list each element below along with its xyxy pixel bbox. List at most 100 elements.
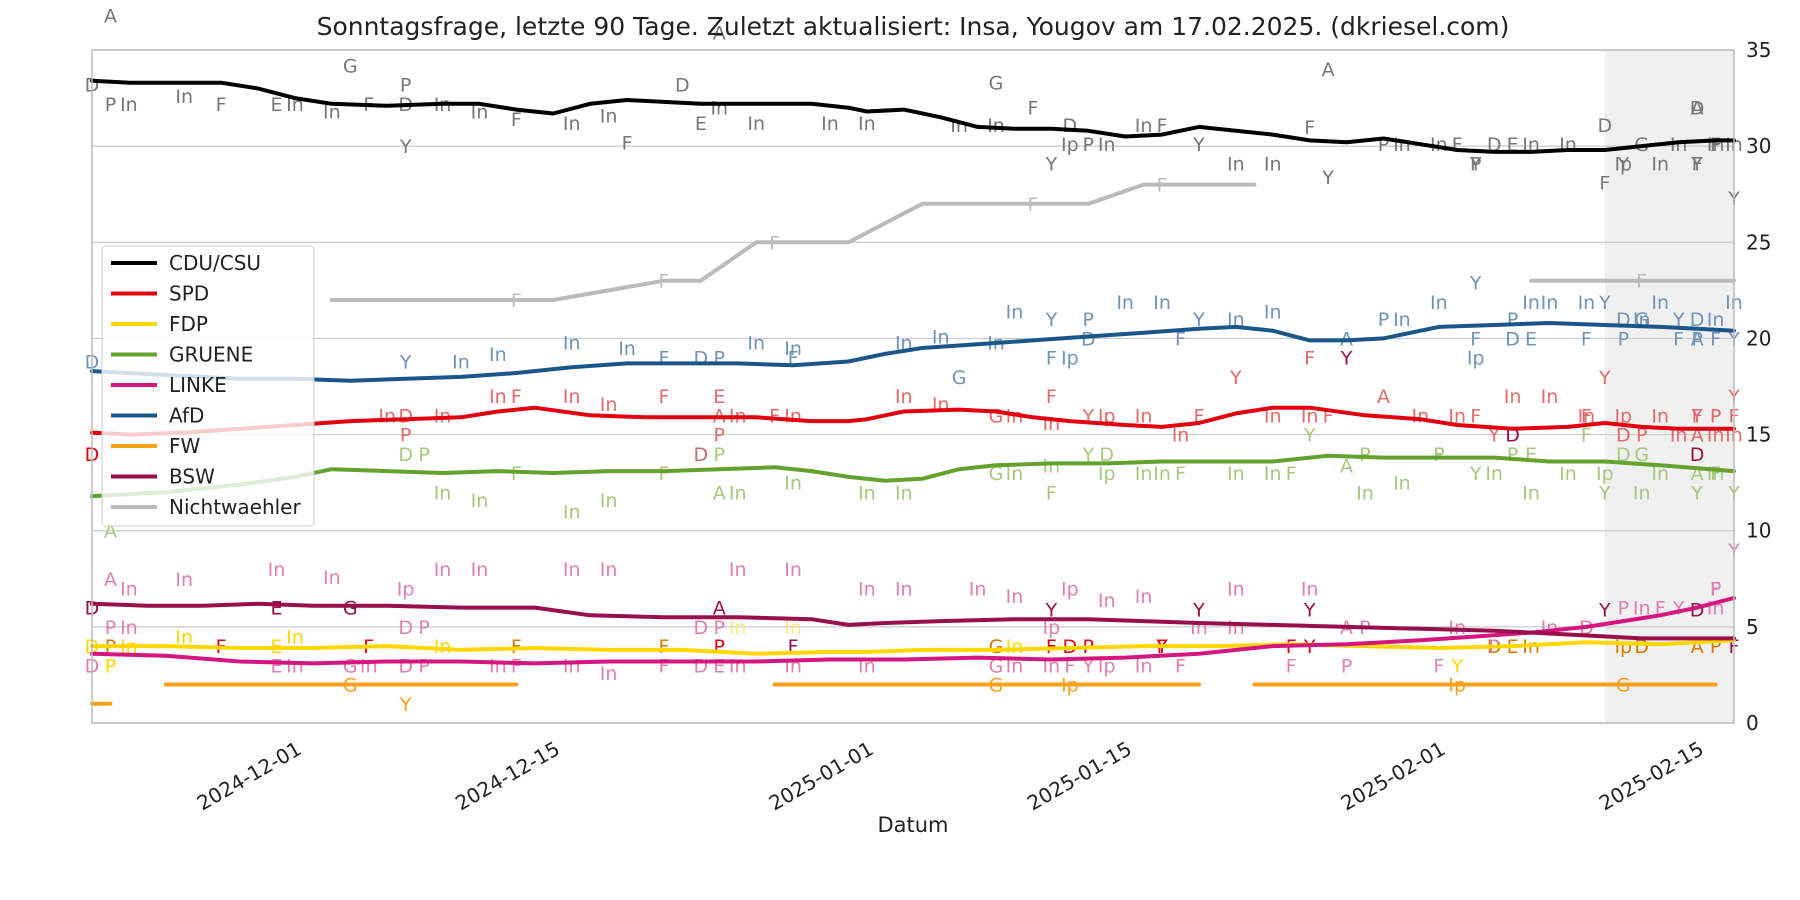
poll-label: P — [1433, 444, 1444, 466]
poll-label: Y — [1081, 655, 1094, 677]
poll-label: Y — [1690, 153, 1703, 175]
poll-label: D — [675, 75, 690, 97]
poll-label: In — [471, 102, 489, 124]
poll-label: F — [1175, 463, 1186, 485]
poll-label: Y — [1690, 405, 1703, 427]
poll-label: In — [120, 617, 138, 639]
poll-label: In — [1522, 482, 1540, 504]
poll-label: A — [713, 598, 726, 620]
poll-label: Y — [399, 694, 412, 716]
poll-label: E — [270, 94, 282, 116]
poll-label: In — [1559, 134, 1577, 156]
poll-label: In — [969, 578, 987, 600]
poll-label: In — [858, 578, 876, 600]
poll-label: Ip — [1061, 134, 1079, 156]
poll-label: In — [858, 482, 876, 504]
poll-label: F — [1692, 153, 1703, 175]
poll-label: G — [343, 55, 358, 77]
x-tick-2025-01-01: 2025-01-01 — [765, 736, 878, 815]
poll-label: In — [1412, 405, 1430, 427]
poll-label: In — [1301, 405, 1319, 427]
poll-label: P — [1636, 425, 1647, 447]
poll-label: In — [1135, 586, 1153, 608]
poll-label: In — [1707, 309, 1725, 331]
poll-label: G — [343, 598, 358, 620]
poll-label: In — [729, 559, 747, 581]
poll-label: G — [952, 367, 967, 389]
poll-label: In — [600, 105, 618, 127]
poll-label: A — [713, 482, 726, 504]
poll-label: In — [1578, 292, 1596, 314]
poll-label: In — [1227, 578, 1245, 600]
poll-label: F — [788, 636, 799, 658]
poll-label: In — [563, 655, 581, 677]
poll-label: Y — [1045, 309, 1058, 331]
poll-label: In — [1356, 482, 1374, 504]
poll-label: F — [1286, 463, 1297, 485]
poll-label: Y — [1192, 309, 1205, 331]
poll-label: Ip — [1614, 405, 1632, 427]
poll-label: Ip — [1061, 348, 1079, 370]
poll-label: F — [1046, 482, 1057, 504]
poll-label: G — [989, 655, 1004, 677]
poll-label: In — [600, 663, 618, 685]
poll-label: In — [471, 490, 489, 512]
poll-label: A — [1691, 98, 1704, 120]
poll-label: D — [1099, 444, 1114, 466]
poll-label: F — [1304, 117, 1315, 139]
poll-label: Y — [1192, 134, 1205, 156]
poll-label: F — [1655, 598, 1666, 620]
poll-label: In — [563, 113, 581, 135]
poll-label: In — [563, 559, 581, 581]
poll-label: In — [1098, 134, 1116, 156]
poll-label: F — [1673, 328, 1684, 350]
poll-label: In — [1116, 292, 1134, 314]
poll-label: In — [1006, 463, 1024, 485]
poll-label: A — [1322, 59, 1335, 81]
poll-label: F — [1710, 463, 1721, 485]
poll-label: In — [1393, 134, 1411, 156]
poll-label: A — [104, 5, 117, 27]
legend-label: LINKE — [169, 373, 227, 397]
poll-label: In — [175, 86, 193, 108]
poll-label: In — [1190, 617, 1208, 639]
series-line-spd — [90, 405, 1736, 437]
poll-label: D — [1690, 309, 1705, 331]
poll-label: In — [1541, 386, 1559, 408]
poll-label: In — [1135, 655, 1153, 677]
poll-label: F — [216, 94, 227, 116]
poll-label: In — [784, 338, 802, 360]
poll-label: Y — [1616, 153, 1629, 175]
poll-label: A — [1691, 328, 1704, 350]
poll-label: P — [714, 444, 725, 466]
legend-item-afd: AfD — [111, 404, 204, 428]
legend-item-nichtwaehler: Nichtwaehler — [111, 495, 301, 519]
poll-label: P — [714, 348, 725, 370]
poll-label: G — [989, 73, 1004, 95]
poll-label: In — [434, 559, 452, 581]
poll-label: In — [784, 559, 802, 581]
poll-label: F — [658, 463, 669, 485]
poll-label: D — [1616, 309, 1631, 331]
poll-label: In — [1172, 425, 1190, 447]
legend-label: SPD — [169, 282, 209, 306]
poll-label: F — [658, 636, 669, 658]
poll-label: In — [950, 115, 968, 137]
y-tick-labels: 0 5 10 15 20 25 30 35 — [1746, 38, 1771, 735]
poll-label: In — [821, 113, 839, 135]
poll-label: In — [1633, 598, 1651, 620]
poll-label: P — [1083, 309, 1094, 331]
legend-label: CDU/CSU — [169, 251, 261, 275]
poll-label: In — [1006, 302, 1024, 324]
legend-box — [101, 245, 315, 527]
poll-label: F — [1599, 173, 1610, 195]
poll-label: Y — [1487, 425, 1500, 447]
poll-label: F — [788, 348, 799, 370]
poll-label: In — [1522, 292, 1540, 314]
poll-label: In — [268, 559, 286, 581]
poll-label: Ip — [397, 578, 415, 600]
poll-label: F — [511, 463, 522, 485]
poll-label: Ip — [1596, 463, 1614, 485]
poll-label: D — [1616, 444, 1631, 466]
poll-label: In — [323, 102, 341, 124]
